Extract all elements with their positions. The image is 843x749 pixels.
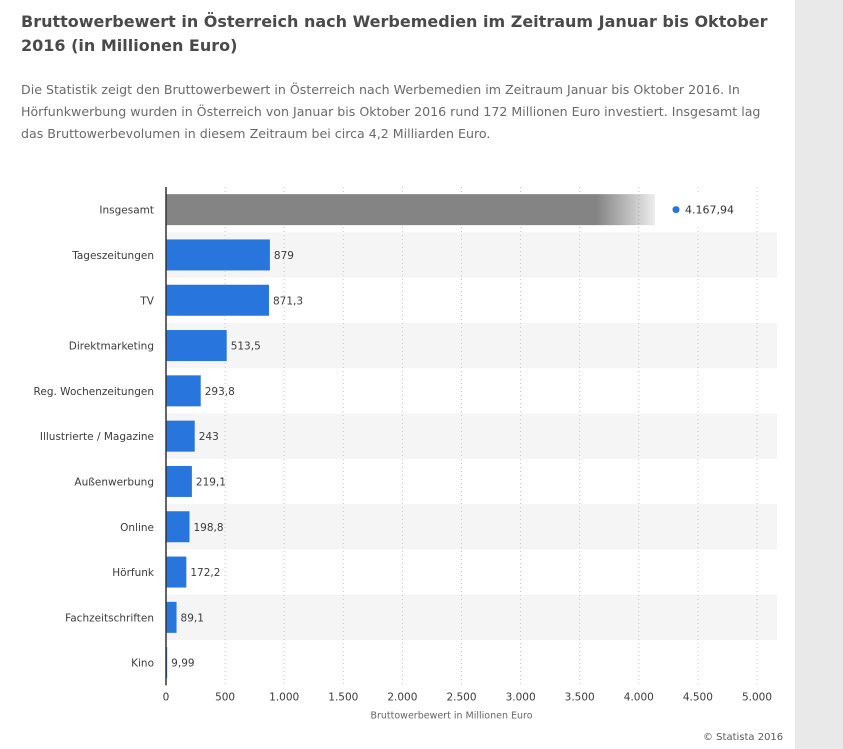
x-tick-label: 4.000	[624, 691, 654, 703]
value-label: 513,5	[231, 341, 261, 353]
value-label: 293,8	[205, 386, 235, 398]
category-label: TV	[139, 295, 154, 307]
copyright-notice: © Statista 2016	[703, 732, 784, 743]
category-label: Außenwerbung	[74, 476, 154, 488]
row-stripe	[166, 594, 777, 640]
value-label: 219,1	[196, 476, 226, 488]
x-tick-label: 4.500	[683, 691, 713, 703]
category-label: Hörfunk	[112, 567, 155, 579]
value-label: 243	[199, 431, 219, 443]
category-label: Direktmarketing	[69, 341, 154, 353]
x-tick-label: 3.500	[565, 691, 595, 703]
row-stripe	[166, 413, 777, 459]
category-label: Online	[120, 522, 154, 534]
x-tick-label: 3.000	[506, 691, 536, 703]
bar	[166, 284, 269, 316]
x-axis-title: Bruttowerbewert in Millionen Euro	[370, 710, 532, 721]
row-stripe	[166, 504, 777, 550]
category-label: Fachzeitschriften	[65, 612, 154, 624]
bar	[166, 420, 195, 452]
value-label: 871,3	[273, 295, 303, 307]
bar-chart: Insgesamt Tageszeitungen TV Direktmarketing…	[33, 187, 777, 722]
x-tick-label: 1.500	[328, 691, 358, 703]
x-tick-label: 500	[215, 691, 235, 703]
bar-total	[166, 194, 655, 226]
x-tick-label: 5.000	[742, 691, 772, 703]
category-label: Illustrierte / Magazine	[40, 431, 154, 443]
bar	[166, 601, 177, 633]
x-tick-label: 1.000	[269, 691, 299, 703]
legend-dot-icon	[672, 206, 680, 214]
bar	[166, 239, 270, 271]
right-sidebar-strip	[795, 0, 843, 749]
value-label: 9,99	[171, 658, 194, 670]
bar	[166, 375, 201, 407]
value-label: 89,1	[181, 612, 204, 624]
x-tick-label: 2.500	[446, 691, 476, 703]
statistic-page: Bruttowerbewert in Österreich nach Werbe…	[21, 12, 784, 743]
row-stripe	[166, 322, 777, 369]
x-tick-label: 2.000	[387, 691, 417, 703]
total-value-tooltip: 4.167,94	[660, 194, 752, 225]
value-label: 198,8	[193, 522, 223, 534]
category-label: Tageszeitungen	[71, 250, 154, 262]
bar	[166, 556, 187, 588]
category-label: Kino	[131, 658, 154, 670]
bar	[166, 330, 227, 362]
bar	[166, 511, 190, 543]
category-label: Insgesamt	[99, 205, 154, 217]
total-value-label: 4.167,94	[685, 204, 734, 217]
page-title: Bruttowerbewert in Österreich nach Werbe…	[21, 12, 768, 55]
category-label: Reg. Wochenzeitungen	[34, 386, 154, 398]
bar	[166, 465, 192, 497]
statistic-description: Die Statistik zeigt den Bruttowerbewert …	[21, 82, 761, 141]
x-tick-label: 0	[163, 691, 170, 703]
value-label: 172,2	[190, 567, 220, 579]
value-label: 879	[274, 250, 294, 262]
